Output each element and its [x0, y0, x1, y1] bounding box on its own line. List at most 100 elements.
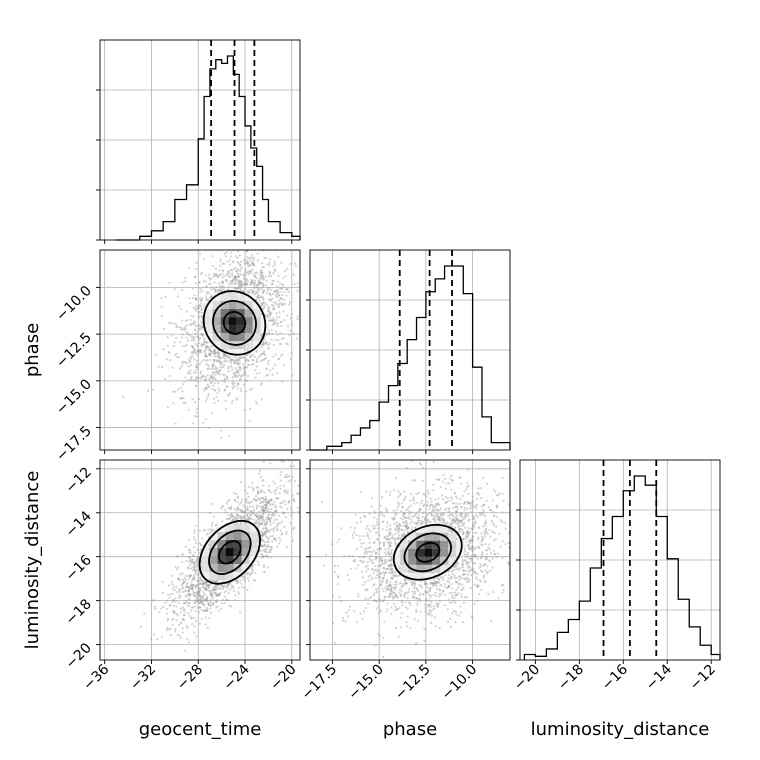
scatter-point — [284, 515, 287, 519]
scatter-point — [160, 314, 163, 317]
scatter-point — [195, 324, 198, 327]
scatter-point — [264, 275, 267, 278]
scatter-panel-geocent_time-phase — [96, 202, 301, 454]
scatter-point — [240, 521, 243, 525]
scatter-point — [236, 257, 239, 260]
scatter-point — [183, 328, 186, 331]
scatter-point — [271, 540, 274, 543]
density-cell — [249, 524, 258, 533]
scatter-point — [291, 475, 294, 479]
scatter-point — [211, 589, 214, 592]
scatter-point — [261, 506, 264, 509]
scatter-point — [268, 330, 271, 334]
scatter-point — [225, 375, 228, 378]
scatter-point — [192, 585, 195, 588]
scatter-point — [173, 589, 176, 592]
scatter-point — [261, 479, 264, 482]
scatter-point — [289, 514, 292, 517]
scatter-point — [174, 628, 177, 631]
scatter-point — [272, 301, 275, 304]
scatter-point — [232, 491, 236, 494]
scatter-point — [236, 268, 239, 271]
scatter-point — [200, 299, 203, 303]
scatter-point — [213, 382, 216, 385]
scatter-point — [171, 587, 175, 590]
scatter-point — [272, 530, 275, 533]
scatter-point — [191, 355, 194, 358]
scatter-point — [267, 286, 271, 289]
scatter-point — [266, 556, 270, 559]
scatter-point — [172, 604, 176, 607]
scatter-point — [246, 518, 250, 521]
scatter-point — [261, 522, 264, 525]
scatter-point — [202, 590, 205, 594]
scatter-point — [248, 353, 251, 356]
scatter-point — [153, 605, 157, 608]
scatter-point — [274, 290, 277, 294]
scatter-point — [262, 342, 265, 345]
scatter-point — [214, 267, 218, 270]
scatter-point — [196, 349, 199, 353]
scatter-point — [279, 539, 282, 542]
scatter-point — [164, 601, 167, 604]
scatter-point — [225, 517, 228, 521]
scatter-point — [201, 585, 204, 588]
scatter-point — [188, 333, 191, 337]
scatter-point — [206, 595, 209, 598]
scatter-point — [234, 281, 237, 284]
scatter-point — [264, 506, 267, 509]
scatter-point — [236, 275, 239, 278]
scatter-point — [275, 295, 278, 298]
scatter-point — [268, 548, 271, 551]
scatter-point — [193, 350, 196, 354]
scatter-point — [166, 405, 169, 409]
scatter-point — [281, 353, 284, 356]
scatter-point — [204, 583, 208, 586]
scatter-point — [181, 345, 184, 348]
scatter-point — [214, 373, 217, 376]
scatter-point — [255, 513, 258, 516]
scatter-point — [261, 534, 264, 537]
scatter-point — [200, 596, 203, 599]
scatter-point — [385, 567, 388, 571]
scatter-point — [204, 418, 207, 421]
scatter-point — [267, 501, 270, 504]
scatter-point — [260, 275, 263, 279]
scatter-point — [207, 583, 210, 586]
scatter-point — [206, 345, 209, 348]
density-cell — [228, 293, 237, 302]
scatter-point — [196, 583, 199, 586]
scatter-point — [195, 598, 198, 601]
scatter-point — [293, 262, 297, 265]
scatter-point — [182, 614, 186, 617]
scatter-point — [192, 315, 195, 318]
scatter-point — [232, 282, 235, 286]
scatter-point — [202, 610, 206, 613]
scatter-point — [281, 282, 284, 286]
scatter-point — [253, 508, 256, 511]
scatter-point — [230, 232, 232, 234]
scatter-point — [254, 513, 257, 516]
scatter-point — [202, 603, 205, 606]
scatter-point — [265, 526, 268, 530]
scatter-point — [251, 202, 253, 204]
scatter-point — [230, 268, 233, 272]
scatter-point — [199, 601, 202, 604]
scatter-point — [243, 262, 246, 265]
scatter-point — [202, 581, 205, 584]
scatter-point — [217, 372, 220, 375]
density-cell — [225, 524, 234, 533]
scatter-point — [200, 311, 203, 314]
scatter-point — [230, 229, 232, 231]
scatter-point — [207, 584, 210, 588]
scatter-point — [209, 376, 213, 379]
scatter-point — [261, 301, 264, 305]
scatter-point — [160, 635, 163, 638]
scatter-point — [161, 365, 164, 369]
scatter-point — [195, 415, 198, 418]
scatter-point — [221, 598, 224, 601]
scatter-point — [198, 310, 201, 313]
scatter-point — [245, 278, 248, 281]
scatter-point — [413, 582, 416, 586]
scatter-point — [245, 379, 249, 382]
